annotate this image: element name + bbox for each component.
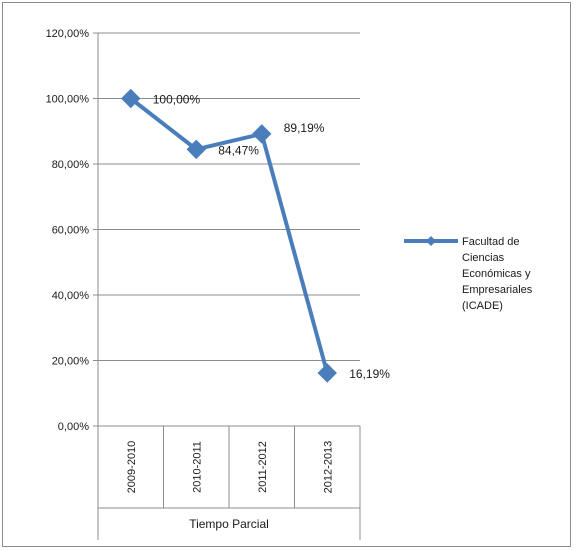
data-point-marker: [252, 124, 272, 144]
data-labels: 100,00% 84,47% 89,19% 16,19%: [153, 93, 391, 381]
x-category-label: 2009-2010: [126, 441, 138, 494]
gridlines: [98, 32, 360, 361]
legend-label-line: Ciencias: [462, 252, 505, 264]
legend-marker: [426, 236, 436, 246]
data-point-marker: [186, 139, 206, 160]
chart-area: [2, 2, 571, 547]
data-label: 100,00%: [153, 93, 201, 107]
legend-label-line: Empresariales: [462, 284, 533, 296]
y-tick-label: 100,00%: [46, 94, 90, 106]
y-tick-label: 40,00%: [52, 290, 90, 302]
y-tick-label: 20,00%: [52, 356, 90, 368]
series-markers: [121, 88, 337, 383]
y-tick-label: 120,00%: [46, 28, 90, 40]
legend: Facultad de Ciencias Económicas y Empresari…: [404, 236, 533, 312]
data-label: 84,47%: [218, 143, 259, 157]
x-category-label: 2011-2012: [257, 441, 269, 493]
data-point-marker: [317, 363, 337, 383]
data-label: 89,19%: [284, 121, 325, 135]
x-category-label: 2010-2011: [191, 441, 203, 493]
legend-label-line: (ICADE): [462, 300, 503, 312]
series-lines: [129, 96, 330, 374]
x-axis-category-labels: 2009-2010 2010-2011 2011-2012 2012-2013: [126, 441, 335, 494]
y-tick-label: 0,00%: [58, 421, 89, 433]
x-category-label: 2012-2013: [322, 441, 334, 494]
y-tick-label: 60,00%: [52, 225, 90, 237]
legend-label-line: Facultad de: [462, 236, 519, 248]
y-axis-tick-labels: 0,00% 20,00% 40,00% 60,00% 80,00% 100,00% 120,…: [46, 28, 90, 433]
legend-label-line: Económicas y: [462, 268, 531, 280]
data-label: 16,19%: [349, 367, 390, 381]
series-line: [129, 96, 330, 374]
data-point-marker: [121, 88, 141, 109]
x-axis-group-label: Tiempo Parcial: [189, 517, 269, 531]
axes: [93, 32, 361, 540]
y-tick-label: 80,00%: [52, 159, 90, 171]
